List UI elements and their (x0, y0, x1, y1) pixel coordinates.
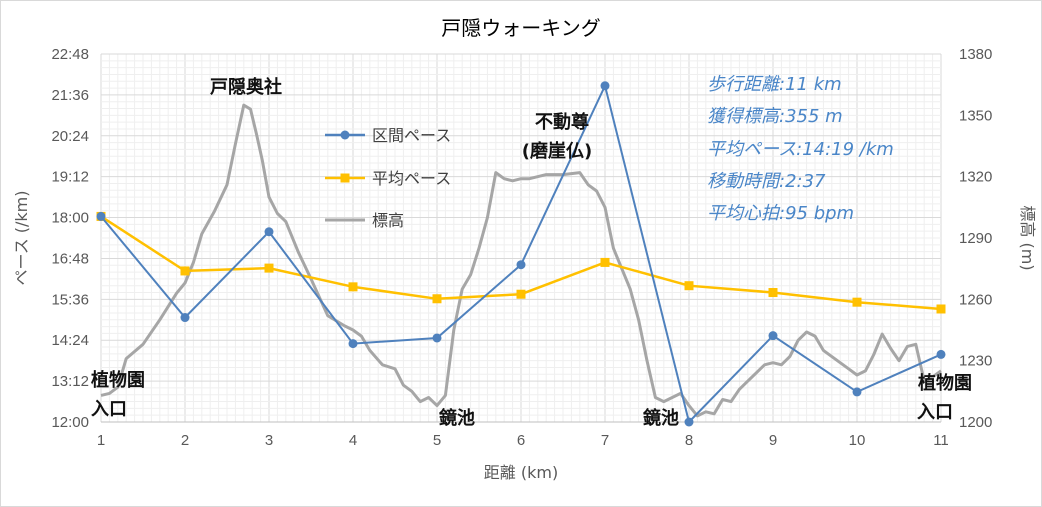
x-tick-label: 10 (849, 432, 866, 449)
y2-tick-label: 1380 (959, 46, 992, 63)
section-pace-point (516, 260, 526, 270)
x-tick-label: 6 (517, 432, 525, 449)
y2-tick-label: 1290 (959, 230, 992, 247)
y-tick-label: 13:12 (51, 373, 89, 390)
legend-label-avg-pace: 平均ペース (372, 169, 451, 188)
x-tick-label: 5 (433, 432, 441, 449)
annotation-start-entrance: 入口 (91, 399, 127, 420)
annotation-kagamiike-2: 鏡池 (643, 407, 679, 429)
x-tick-label: 9 (769, 432, 777, 449)
x-tick-label: 8 (685, 432, 693, 449)
y-tick-label: 15:36 (51, 291, 89, 308)
stat-distance: 歩行距離:11 km (707, 74, 842, 95)
avg-pace-point (936, 304, 946, 314)
section-pace-point (684, 417, 694, 427)
avg-pace-point (264, 263, 274, 273)
legend-label-section-pace: 区間ペース (372, 126, 451, 145)
annotation-kagamiike-1: 鏡池 (439, 407, 475, 429)
y-tick-label: 20:24 (51, 128, 89, 145)
y2-tick-label: 1260 (959, 291, 992, 308)
x-axis-title: 距離 (km) (484, 463, 558, 482)
legend: 区間ペース 平均ペース 標高 (325, 126, 451, 230)
x-tick-label: 7 (601, 432, 609, 449)
y2-tick-label: 1200 (959, 414, 992, 431)
y-tick-label: 12:00 (51, 414, 89, 431)
stat-avg-pace: 平均ペース:14:19 /km (707, 139, 894, 160)
y-tick-label: 21:36 (51, 87, 89, 104)
stat-avg-heart-rate: 平均心拍:95 bpm (707, 203, 854, 224)
x-tick-label: 2 (181, 432, 189, 449)
avg-pace-point (432, 294, 442, 304)
legend-marker-avg-pace (340, 173, 350, 183)
y-tick-label: 14:24 (51, 332, 89, 349)
avg-pace-point (852, 297, 862, 307)
avg-pace-point (516, 289, 526, 299)
x-tick-label: 4 (349, 432, 357, 449)
y2-tick-label: 1350 (959, 107, 992, 124)
annotation-end-entrance: 入口 (917, 402, 953, 423)
annotation-end-garden: 植物園 (918, 372, 972, 394)
y-axis-title: ペース (/km) (12, 190, 31, 285)
section-pace-point (432, 333, 442, 343)
annotation-fudoson: 不動尊 (535, 111, 589, 133)
y2-tick-label: 1230 (959, 353, 992, 370)
stat-elevation-gain: 獲得標高:355 m (707, 106, 843, 127)
section-pace-point (96, 211, 106, 221)
annotation-magaibutsu: (磨崖仏) (522, 140, 592, 162)
avg-pace-point (348, 282, 358, 292)
avg-pace-point (600, 257, 610, 267)
avg-pace-point (684, 281, 694, 291)
labels: 戸隠ウォーキング 距離 (km) ペース (/km) 標高 (m) 戸隠奥社 不… (12, 16, 1037, 482)
annotation-togakushi-okusha: 戸隠奥社 (210, 76, 282, 98)
section-pace-point (936, 349, 946, 359)
annotation-start-garden: 植物園 (91, 369, 145, 391)
x-tick-label: 3 (265, 432, 273, 449)
y2-axis-title: 標高 (m) (1018, 205, 1037, 270)
section-pace-point (348, 339, 358, 349)
series-layer (96, 81, 946, 427)
y-tick-label: 19:12 (51, 169, 89, 186)
series-elevation-line (100, 103, 942, 418)
y-tick-label: 22:48 (51, 46, 89, 63)
avg-pace-point (180, 266, 190, 276)
section-pace-point (600, 81, 610, 91)
x-tick-label: 11 (933, 432, 949, 449)
stat-moving-time: 移動時間:2:37 (707, 171, 826, 192)
y-tick-label: 16:48 (51, 250, 89, 267)
y-tick-label: 18:00 (51, 210, 89, 227)
axes: 12:00 13:12 14:24 15:36 16:48 18:00 19:12 20:24… (51, 46, 992, 449)
legend-marker-section-pace (340, 130, 350, 140)
section-pace-point (768, 331, 778, 341)
x-tick-label: 1 (97, 432, 105, 449)
y2-tick-label: 1320 (959, 169, 992, 186)
chart-title: 戸隠ウォーキング (441, 16, 600, 40)
avg-pace-point (768, 288, 778, 298)
section-pace-point (180, 313, 190, 323)
section-pace-point (264, 227, 274, 237)
section-pace-point (852, 387, 862, 397)
legend-label-elevation: 標高 (372, 211, 404, 230)
